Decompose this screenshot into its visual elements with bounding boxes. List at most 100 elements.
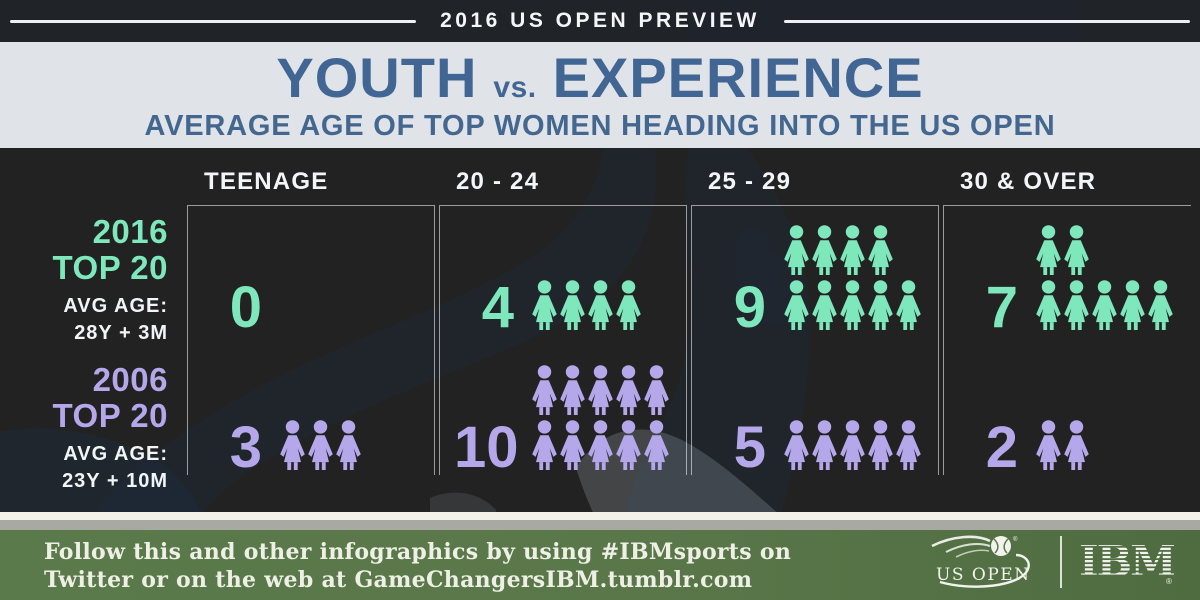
pictogram-row <box>1032 280 1173 330</box>
series-year: 2006 <box>92 361 168 398</box>
count-cell-2016-teenage: 0 <box>202 275 262 340</box>
pictogram-group <box>276 420 361 470</box>
woman-icon <box>812 420 837 470</box>
woman-icon <box>784 420 809 470</box>
title-vs: vs. <box>493 70 537 104</box>
woman-icon <box>588 365 613 415</box>
pictogram-group <box>1032 225 1173 330</box>
count-value: 5 <box>733 415 766 480</box>
banner-rule-left <box>10 19 417 23</box>
pictogram-group <box>528 280 641 330</box>
count-value: 9 <box>733 275 766 340</box>
follow-text: Follow this and other infographics by us… <box>44 538 791 594</box>
series-avg-value: 23Y + 10M <box>62 470 168 492</box>
ibm-logo-text: IBM <box>1079 538 1174 586</box>
pictogram-row <box>528 420 669 470</box>
banner-rule-right <box>783 19 1191 23</box>
woman-icon <box>644 420 669 470</box>
pictogram-row <box>780 225 893 275</box>
woman-icon <box>560 365 585 415</box>
title-band: YOUTH vs. EXPERIENCE AVERAGE AGE OF TOP … <box>0 42 1200 148</box>
column-header-20-24: 20 - 24 <box>456 168 540 195</box>
pictogram-row <box>528 365 669 415</box>
series-rank-label: TOP 20 <box>52 249 168 286</box>
woman-icon <box>532 420 557 470</box>
count-cell-2006-20-24: 10 <box>454 365 669 480</box>
court-line-stripe <box>0 512 1200 520</box>
woman-icon <box>812 225 837 275</box>
column-header-30-over: 30 & OVER <box>960 168 1097 195</box>
woman-icon <box>1064 280 1089 330</box>
series-avg-value: 28Y + 3M <box>74 322 168 344</box>
woman-icon <box>616 365 641 415</box>
woman-icon <box>784 225 809 275</box>
woman-icon <box>560 280 585 330</box>
woman-icon <box>1036 420 1061 470</box>
count-value: 4 <box>481 275 514 340</box>
banner-title: 2016 US OPEN PREVIEW <box>440 9 760 32</box>
column-header-25-29: 25 - 29 <box>708 168 792 195</box>
count-value: 10 <box>454 415 519 480</box>
woman-icon <box>532 280 557 330</box>
woman-icon <box>308 420 333 470</box>
pictogram-row <box>1032 225 1089 275</box>
series-label-2016: 2016 TOP 20 AVG AGE: 28Y + 3M <box>0 214 168 347</box>
us-open-logo: ® US OPEN <box>931 535 1031 588</box>
woman-icon <box>588 280 613 330</box>
court-wall-stripe <box>0 520 1200 530</box>
woman-icon <box>1036 225 1061 275</box>
column-header-teenage: TEENAGE <box>204 168 329 195</box>
registered-mark: ® <box>1166 577 1172 586</box>
count-cell-2016-20-24: 4 <box>454 275 641 340</box>
footer: Follow this and other infographics by us… <box>0 512 1200 600</box>
woman-icon <box>896 280 921 330</box>
woman-icon <box>868 280 893 330</box>
woman-icon <box>532 365 557 415</box>
title-experience: EXPERIENCE <box>552 45 924 109</box>
series-avg-label: AVG AGE: <box>63 443 168 465</box>
follow-text-line1: Follow this and other infographics by us… <box>44 539 792 565</box>
woman-icon <box>868 420 893 470</box>
woman-icon <box>784 280 809 330</box>
woman-icon <box>588 420 613 470</box>
woman-icon <box>1064 225 1089 275</box>
woman-icon <box>644 365 669 415</box>
count-cell-2006-30-over: 2 <box>958 419 1089 477</box>
page-title: YOUTH vs. EXPERIENCE <box>276 45 924 109</box>
series-label-2006: 2006 TOP 20 AVG AGE: 23Y + 10M <box>0 362 168 495</box>
series-year: 2016 <box>92 213 168 250</box>
logo-divider <box>1060 536 1062 588</box>
pictogram-row <box>276 420 361 470</box>
woman-icon <box>1148 280 1173 330</box>
woman-icon <box>1092 280 1117 330</box>
count-value: 0 <box>229 275 262 340</box>
pictogram-group <box>528 365 669 470</box>
woman-icon <box>868 225 893 275</box>
count-cell-2016-25-29: 9 <box>706 225 921 340</box>
follow-text-line2: Twitter or on the web at GameChangersIBM… <box>44 567 753 593</box>
count-value: 3 <box>229 415 262 480</box>
count-cell-2006-25-29: 5 <box>706 415 921 480</box>
woman-icon <box>560 420 585 470</box>
pictogram-row <box>1032 420 1089 470</box>
woman-icon <box>840 420 865 470</box>
woman-icon <box>1064 420 1089 470</box>
registered-mark: ® <box>1013 536 1018 543</box>
pictogram-group <box>1032 420 1089 470</box>
us-open-logo-text: US OPEN <box>936 565 1031 585</box>
pictogram-row <box>780 420 921 470</box>
pictogram-row <box>780 280 921 330</box>
top-banner: 2016 US OPEN PREVIEW <box>0 0 1200 42</box>
series-avg-label: AVG AGE: <box>63 295 168 317</box>
woman-icon <box>896 420 921 470</box>
woman-icon <box>616 280 641 330</box>
count-cell-2016-30-over: 7 <box>958 225 1173 337</box>
age-column-20-24: 4 10 <box>439 205 687 480</box>
footer-logos: ® US OPEN IBM ® <box>926 532 1174 592</box>
ibm-logo: IBM ® <box>1079 538 1174 586</box>
woman-icon <box>840 225 865 275</box>
